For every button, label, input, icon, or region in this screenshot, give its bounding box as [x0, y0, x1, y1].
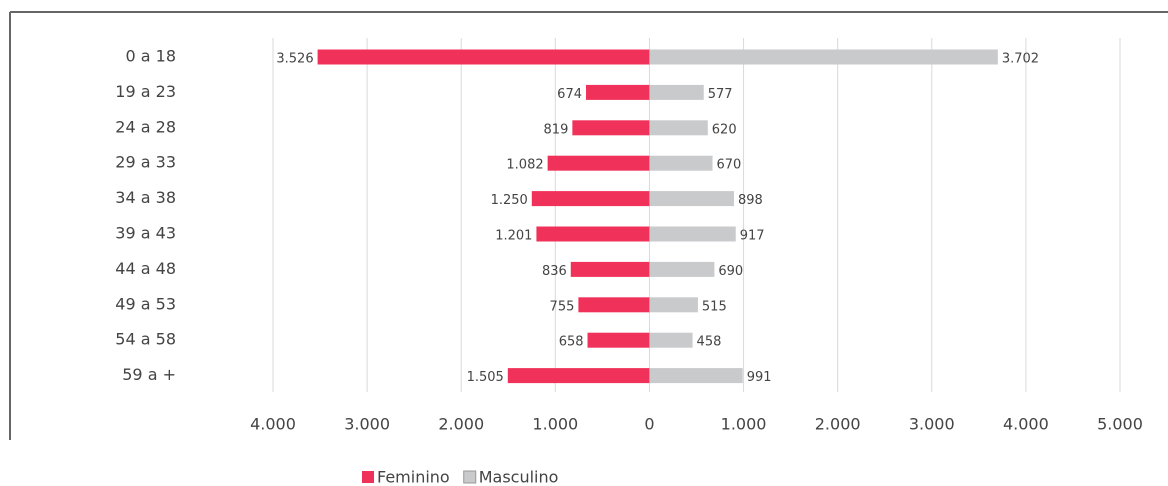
value-label: 3.702 [1002, 52, 1039, 67]
value-label: 1.505 [467, 370, 504, 385]
x-tick-label: 1.000 [532, 415, 578, 434]
bar [649, 155, 713, 171]
bar [649, 332, 693, 348]
x-tick-label: 2.000 [815, 415, 861, 434]
bar [587, 332, 650, 348]
value-label: 515 [702, 299, 727, 314]
category-label: 34 a 38 [115, 188, 176, 207]
legend-label: Masculino [479, 468, 559, 486]
category-label: 49 a 53 [115, 294, 176, 313]
x-tick-label: 1.000 [721, 415, 767, 434]
value-label: 1.082 [506, 158, 543, 173]
bar [649, 261, 715, 277]
value-label: 755 [550, 299, 575, 314]
category-label: 59 a + [122, 365, 176, 384]
value-label: 658 [559, 335, 584, 350]
bar [649, 226, 736, 242]
value-label: 898 [738, 193, 763, 208]
x-tick-label: 4.000 [250, 415, 296, 434]
category-label: 24 a 28 [115, 117, 176, 136]
value-label: 819 [544, 122, 569, 137]
category-label: 44 a 48 [115, 259, 176, 278]
bar [649, 368, 743, 384]
legend-swatch [463, 470, 477, 484]
bar [586, 84, 650, 100]
category-label: 0 a 18 [125, 47, 176, 66]
bar [649, 49, 998, 65]
value-label: 674 [557, 87, 582, 102]
bar [547, 155, 650, 171]
x-tick-label: 5.000 [1097, 415, 1143, 434]
value-label: 991 [747, 370, 772, 385]
bar [649, 84, 704, 100]
value-label: 577 [708, 87, 733, 102]
bar [570, 261, 650, 277]
bar [531, 191, 650, 207]
category-label: 39 a 43 [115, 224, 176, 243]
value-label: 620 [712, 122, 737, 137]
bar [317, 49, 650, 65]
x-tick-label: 3.000 [344, 415, 390, 434]
value-label: 458 [697, 335, 722, 350]
bar [649, 191, 734, 207]
value-label: 670 [716, 158, 741, 173]
legend-swatch [362, 471, 374, 483]
value-label: 917 [740, 229, 765, 244]
x-tick-label: 4.000 [1003, 415, 1049, 434]
x-tick-label: 3.000 [909, 415, 955, 434]
bar [649, 120, 708, 136]
value-label: 690 [718, 264, 743, 279]
x-tick-label: 0 [644, 415, 654, 434]
x-tick-label: 2.000 [438, 415, 484, 434]
value-label: 3.526 [276, 52, 313, 67]
value-label: 1.201 [495, 229, 532, 244]
bar [578, 297, 650, 313]
bar [507, 368, 650, 384]
bar [572, 120, 650, 136]
value-label: 836 [542, 264, 567, 279]
category-label: 54 a 58 [115, 330, 176, 349]
category-label: 19 a 23 [115, 82, 176, 101]
bar [536, 226, 650, 242]
legend-label: Feminino [377, 468, 450, 486]
bar [649, 297, 698, 313]
category-label: 29 a 33 [115, 153, 176, 172]
value-label: 1.250 [491, 193, 528, 208]
